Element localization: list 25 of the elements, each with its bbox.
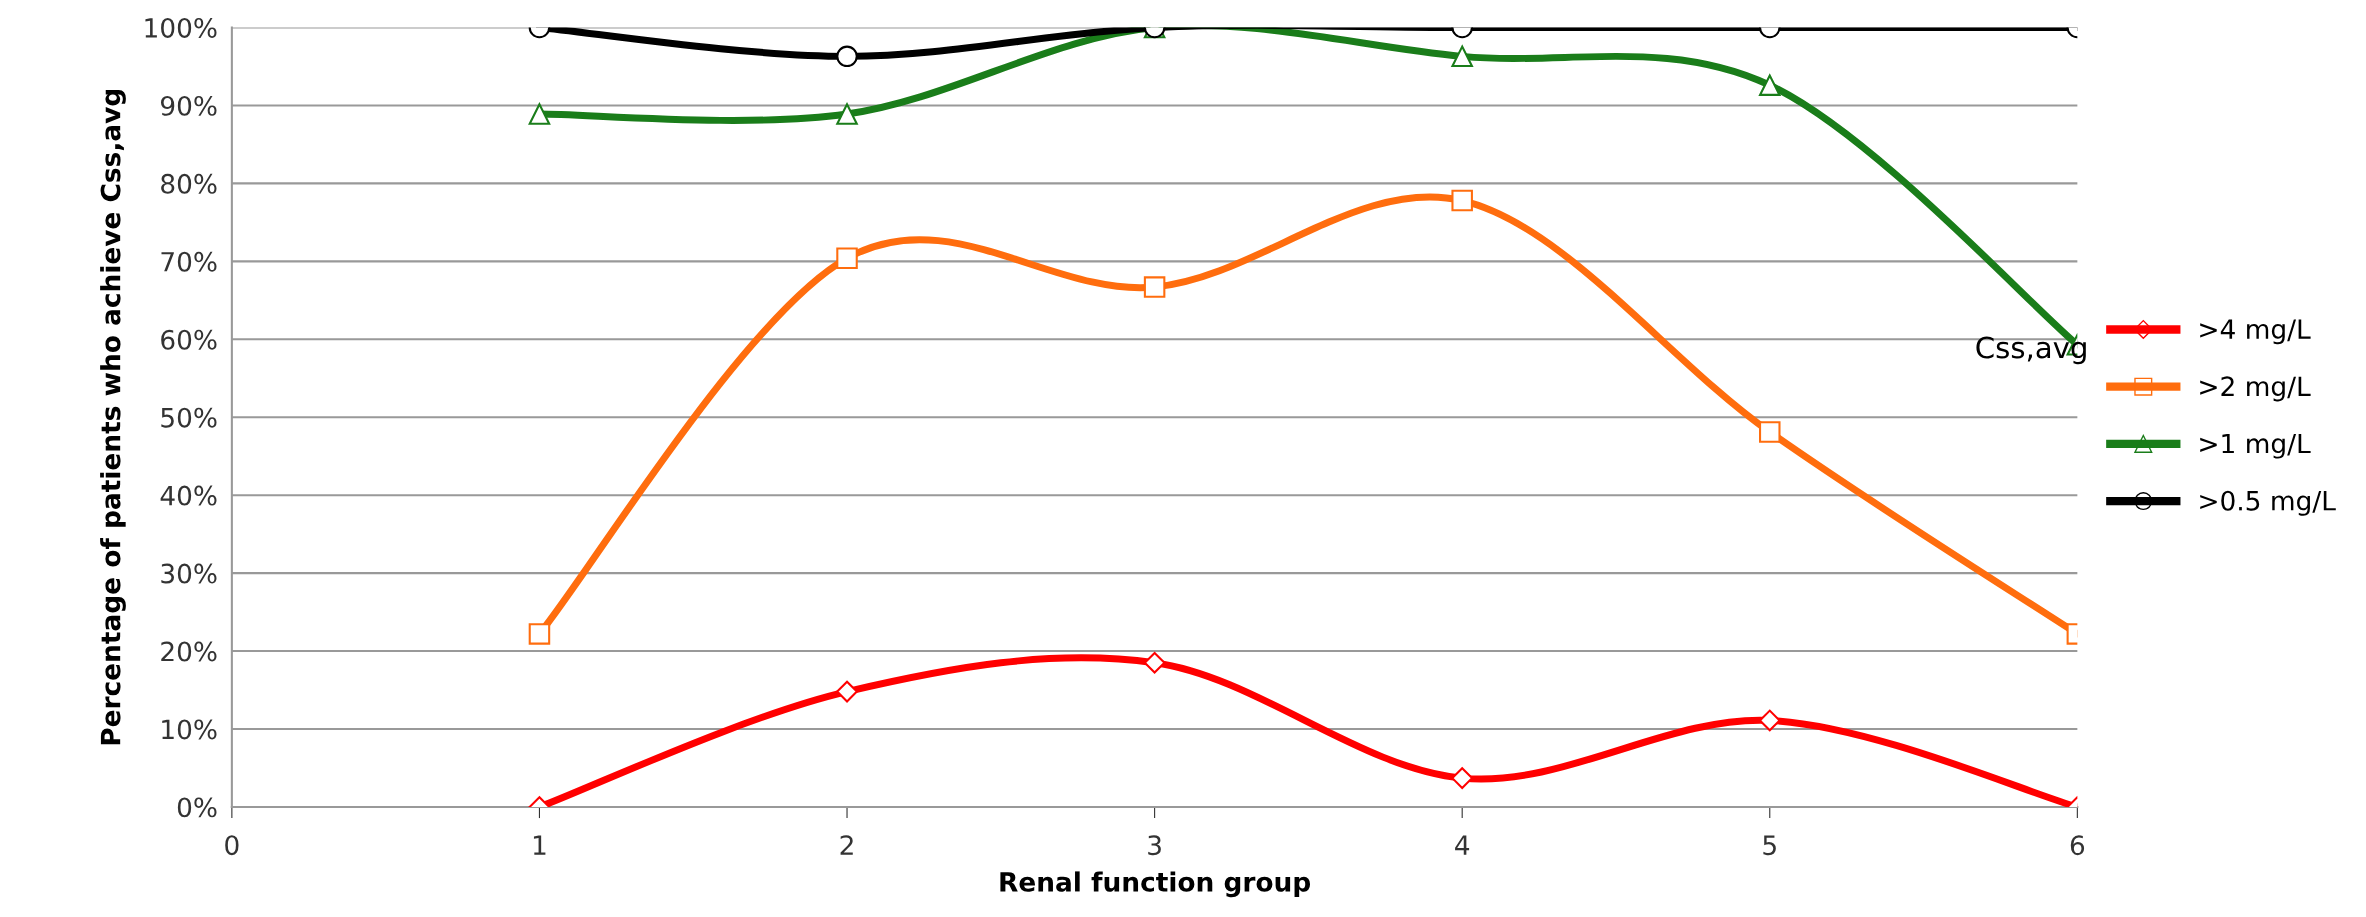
y-axis-title: Percentage of patients who achieve Css,avg bbox=[100, 89, 126, 745]
x-tick-label: 3 bbox=[1148, 835, 1161, 856]
x-tick-label: 6 bbox=[2070, 835, 2085, 856]
legend-label: >4 mg/L bbox=[2200, 319, 2311, 345]
y-tick-label: 90% bbox=[160, 95, 217, 116]
y-tick-label: 80% bbox=[161, 173, 217, 194]
annotation: Css,avg bbox=[1976, 336, 2086, 365]
legend-label: >0.5 mg/L bbox=[2200, 490, 2336, 516]
y-tick-label: 30% bbox=[161, 563, 217, 584]
x-tick-label: 4 bbox=[1455, 835, 1470, 855]
x-tick-label: 0 bbox=[225, 835, 239, 856]
x-tick-label: 2 bbox=[840, 835, 853, 855]
y-tick-label: 100% bbox=[145, 17, 217, 38]
legend-label: >1 mg/L bbox=[2200, 433, 2311, 459]
y-tick-label: 10% bbox=[162, 719, 217, 740]
y-tick-label: 50% bbox=[161, 407, 217, 428]
x-tick-label: 1 bbox=[533, 835, 546, 855]
y-tick-label: 40% bbox=[160, 485, 217, 506]
y-tick-label: 70% bbox=[161, 251, 217, 272]
y-tick-label: 60% bbox=[161, 329, 217, 350]
legend-label: >2 mg/L bbox=[2200, 376, 2311, 402]
y-tick-label: 20% bbox=[161, 641, 217, 662]
x-axis-title: Renal function group bbox=[1000, 871, 1311, 898]
y-tick-label: 0% bbox=[177, 797, 217, 818]
x-tick-label: 5 bbox=[1763, 835, 1776, 856]
